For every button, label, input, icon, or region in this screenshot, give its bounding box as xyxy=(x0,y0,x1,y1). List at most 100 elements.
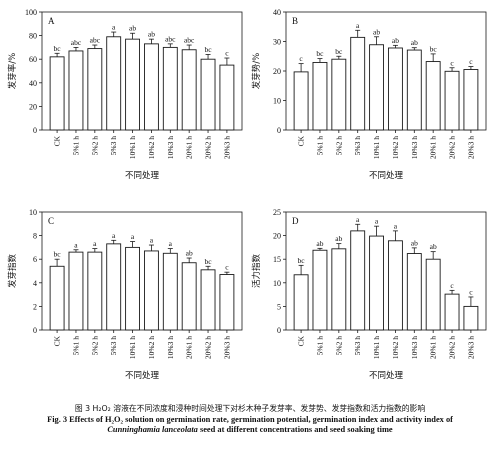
x-tick-label: 20%2 h xyxy=(204,136,213,159)
panel-letter: A xyxy=(48,16,55,26)
x-tick-label: CK xyxy=(297,135,306,146)
bar xyxy=(444,70,460,131)
x-axis-label: 不同处理 xyxy=(125,370,160,381)
significance-label: c xyxy=(225,263,229,272)
y-axis-label: 活力指数 xyxy=(251,254,262,289)
y-tick-label: 25 xyxy=(273,208,281,217)
significance-label: a xyxy=(93,239,97,248)
x-tick-label: 10%1 h xyxy=(128,336,137,359)
significance-label: a xyxy=(74,240,78,249)
bar xyxy=(406,49,422,131)
x-axis-label: 不同处理 xyxy=(369,170,404,181)
significance-label: c xyxy=(225,49,229,58)
bar xyxy=(106,36,122,131)
x-tick-label: 5%1 h xyxy=(315,336,324,356)
x-tick-label: 20%2 h xyxy=(204,336,213,359)
significance-label: abc xyxy=(71,38,82,47)
bar xyxy=(49,265,65,331)
significance-label: abc xyxy=(90,36,101,45)
caption-chinese: 图 3 H₂O₂ 溶液在不同浓度和浸种时间处理下对杉木种子发芽率、发芽势、发芽指… xyxy=(74,404,426,413)
significance-label: c xyxy=(469,57,473,66)
plot-frame xyxy=(41,211,243,331)
bar xyxy=(425,61,441,131)
y-tick-label: 0 xyxy=(33,326,37,335)
panel-letter: B xyxy=(292,16,298,26)
x-tick-label: 20%1 h xyxy=(185,336,194,359)
bar xyxy=(125,38,140,131)
bar xyxy=(200,58,216,131)
chart-panel-c: 0 2 4 6 8 10 C 发芽指数 bc CK a 5%1 h a 5%2 h a 5%3 h a 10%1 … xyxy=(7,208,243,381)
y-tick-label: 6 xyxy=(33,255,37,264)
significance-label: a xyxy=(150,236,154,245)
x-tick-label: CK xyxy=(297,335,306,346)
significance-label: bc xyxy=(430,44,438,53)
x-tick-label: 10%3 h xyxy=(166,136,175,159)
bar xyxy=(219,64,235,131)
significance-label: bc xyxy=(298,256,306,265)
y-axis-label: 发芽率/% xyxy=(7,53,18,89)
significance-label: c xyxy=(469,287,473,296)
significance-label: ab xyxy=(430,242,437,251)
bar xyxy=(144,250,159,331)
x-tick-label: 20%2 h xyxy=(448,336,457,359)
x-tick-label: 5%1 h xyxy=(315,136,324,156)
significance-label: c xyxy=(299,54,303,63)
y-tick-label: 20 xyxy=(273,67,281,76)
bar xyxy=(331,58,347,131)
bar xyxy=(293,71,309,131)
y-tick-label: 15 xyxy=(273,255,281,264)
significance-label: a xyxy=(394,221,398,230)
panel-letter: C xyxy=(48,216,54,226)
y-tick-label: 100 xyxy=(25,8,37,17)
y-tick-label: 8 xyxy=(33,232,37,241)
x-tick-label: CK xyxy=(53,335,62,346)
y-tick-label: 0 xyxy=(277,326,281,335)
x-tick-label: CK xyxy=(53,135,62,146)
bar xyxy=(219,274,235,331)
x-tick-label: 10%1 h xyxy=(128,136,137,159)
x-tick-label: 20%1 h xyxy=(185,136,194,159)
significance-label: bc xyxy=(204,257,212,266)
bar xyxy=(312,249,328,331)
significance-label: abc xyxy=(165,34,176,43)
x-tick-label: 5%2 h xyxy=(334,336,343,356)
bar xyxy=(350,230,366,331)
y-tick-label: 10 xyxy=(273,97,281,106)
significance-label: ab xyxy=(316,239,323,248)
bar xyxy=(162,252,178,331)
y-tick-label: 20 xyxy=(273,232,281,241)
plot-frame xyxy=(41,11,243,131)
significance-label: ab xyxy=(411,238,418,247)
x-tick-label: 10%1 h xyxy=(372,336,381,359)
x-tick-label: 5%3 h xyxy=(353,136,362,156)
figure-caption: 图 3 H₂O₂ 溶液在不同浓度和浸种时间处理下对杉木种子发芽率、发芽势、发芽指… xyxy=(0,404,500,436)
plot-frame xyxy=(285,211,487,331)
caption-english-line2: Cunninghamia lanceolata seed at differen… xyxy=(0,425,500,436)
x-tick-label: 5%2 h xyxy=(90,136,99,156)
y-axis-label: 发芽势/% xyxy=(251,53,262,89)
bar xyxy=(144,43,159,131)
y-tick-label: 4 xyxy=(33,279,37,288)
x-tick-label: 10%2 h xyxy=(147,136,156,159)
bar xyxy=(388,240,403,331)
bar xyxy=(49,56,65,131)
significance-label: ab xyxy=(186,249,193,258)
bar xyxy=(369,235,384,331)
bar xyxy=(463,69,479,131)
x-tick-label: 5%2 h xyxy=(90,336,99,356)
significance-label: bc xyxy=(316,49,324,58)
significance-label: c xyxy=(450,281,454,290)
y-tick-label: 10 xyxy=(29,208,37,217)
x-tick-label: 10%1 h xyxy=(372,136,381,159)
x-tick-label: 10%2 h xyxy=(391,136,400,159)
x-tick-label: 5%2 h xyxy=(334,136,343,156)
x-axis-label: 不同处理 xyxy=(125,170,160,181)
significance-label: a xyxy=(356,21,360,30)
x-tick-label: 5%1 h xyxy=(71,136,80,156)
y-tick-label: 40 xyxy=(273,8,281,17)
significance-label: a xyxy=(356,215,360,224)
y-tick-label: 10 xyxy=(273,279,281,288)
x-tick-label: 20%3 h xyxy=(222,136,231,159)
